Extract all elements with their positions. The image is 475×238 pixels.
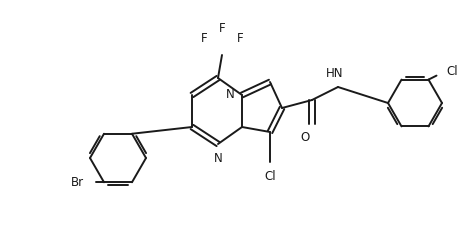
Text: F: F xyxy=(200,31,207,45)
Text: Br: Br xyxy=(71,176,84,189)
Text: Cl: Cl xyxy=(446,65,458,78)
Text: F: F xyxy=(237,31,243,45)
Text: N: N xyxy=(226,89,235,101)
Text: Cl: Cl xyxy=(264,170,276,183)
Text: HN: HN xyxy=(326,67,344,80)
Text: N: N xyxy=(214,152,222,165)
Text: O: O xyxy=(300,131,310,144)
Text: F: F xyxy=(218,21,225,35)
